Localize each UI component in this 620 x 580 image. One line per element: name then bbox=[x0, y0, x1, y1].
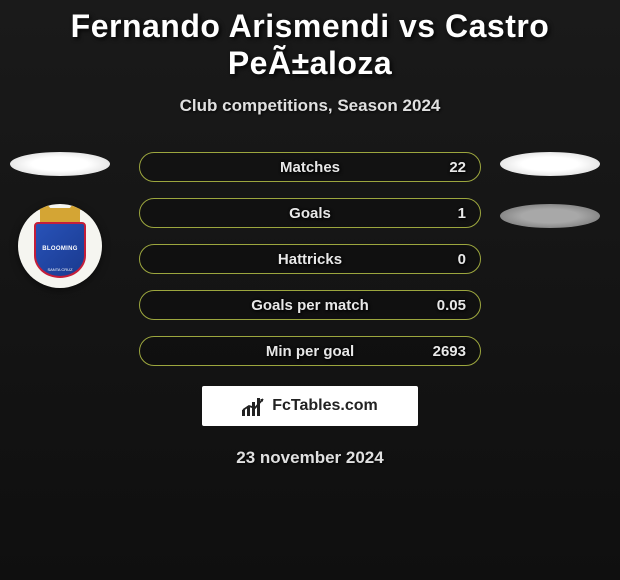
stat-value: 2693 bbox=[433, 343, 466, 360]
page-title: Fernando Arismendi vs Castro PeÃ±aloza bbox=[0, 8, 620, 82]
subtitle: Club competitions, Season 2024 bbox=[0, 96, 620, 116]
brand-chart-icon bbox=[242, 396, 266, 416]
stat-row-matches: Matches 22 bbox=[139, 152, 481, 182]
badge-shield-icon: BLOOMING SANTA CRUZ bbox=[34, 222, 86, 278]
stat-row-goals-per-match: Goals per match 0.05 bbox=[139, 290, 481, 320]
badge-subtitle: SANTA CRUZ bbox=[36, 267, 84, 272]
stats-list: Matches 22 Goals 1 Hattricks 0 Goals per… bbox=[139, 152, 481, 366]
date-text: 23 november 2024 bbox=[10, 448, 610, 468]
club-right-ellipse bbox=[500, 204, 600, 228]
stat-label: Goals per match bbox=[154, 297, 466, 314]
brand-label: FcTables.com bbox=[272, 397, 378, 415]
badge-name: BLOOMING bbox=[36, 246, 84, 252]
stat-value: 22 bbox=[449, 159, 466, 176]
stat-value: 1 bbox=[458, 205, 466, 222]
stat-value: 0.05 bbox=[437, 297, 466, 314]
player-left-ellipse bbox=[10, 152, 110, 176]
stat-value: 0 bbox=[458, 251, 466, 268]
player-right-ellipse bbox=[500, 152, 600, 176]
content-area: BLOOMING SANTA CRUZ Matches 22 Goals 1 H… bbox=[0, 152, 620, 468]
right-column bbox=[500, 152, 600, 256]
stat-row-goals: Goals 1 bbox=[139, 198, 481, 228]
stat-label: Matches bbox=[154, 159, 466, 176]
stat-row-hattricks: Hattricks 0 bbox=[139, 244, 481, 274]
badge-crown-icon bbox=[40, 208, 80, 222]
brand-box[interactable]: FcTables.com bbox=[202, 386, 418, 426]
stat-row-min-per-goal: Min per goal 2693 bbox=[139, 336, 481, 366]
stat-label: Goals bbox=[154, 205, 466, 222]
main-container: Fernando Arismendi vs Castro PeÃ±aloza C… bbox=[0, 0, 620, 476]
club-badge-blooming: BLOOMING SANTA CRUZ bbox=[18, 204, 102, 288]
stat-label: Hattricks bbox=[154, 251, 466, 268]
stat-label: Min per goal bbox=[154, 343, 466, 360]
left-column: BLOOMING SANTA CRUZ bbox=[10, 152, 110, 288]
